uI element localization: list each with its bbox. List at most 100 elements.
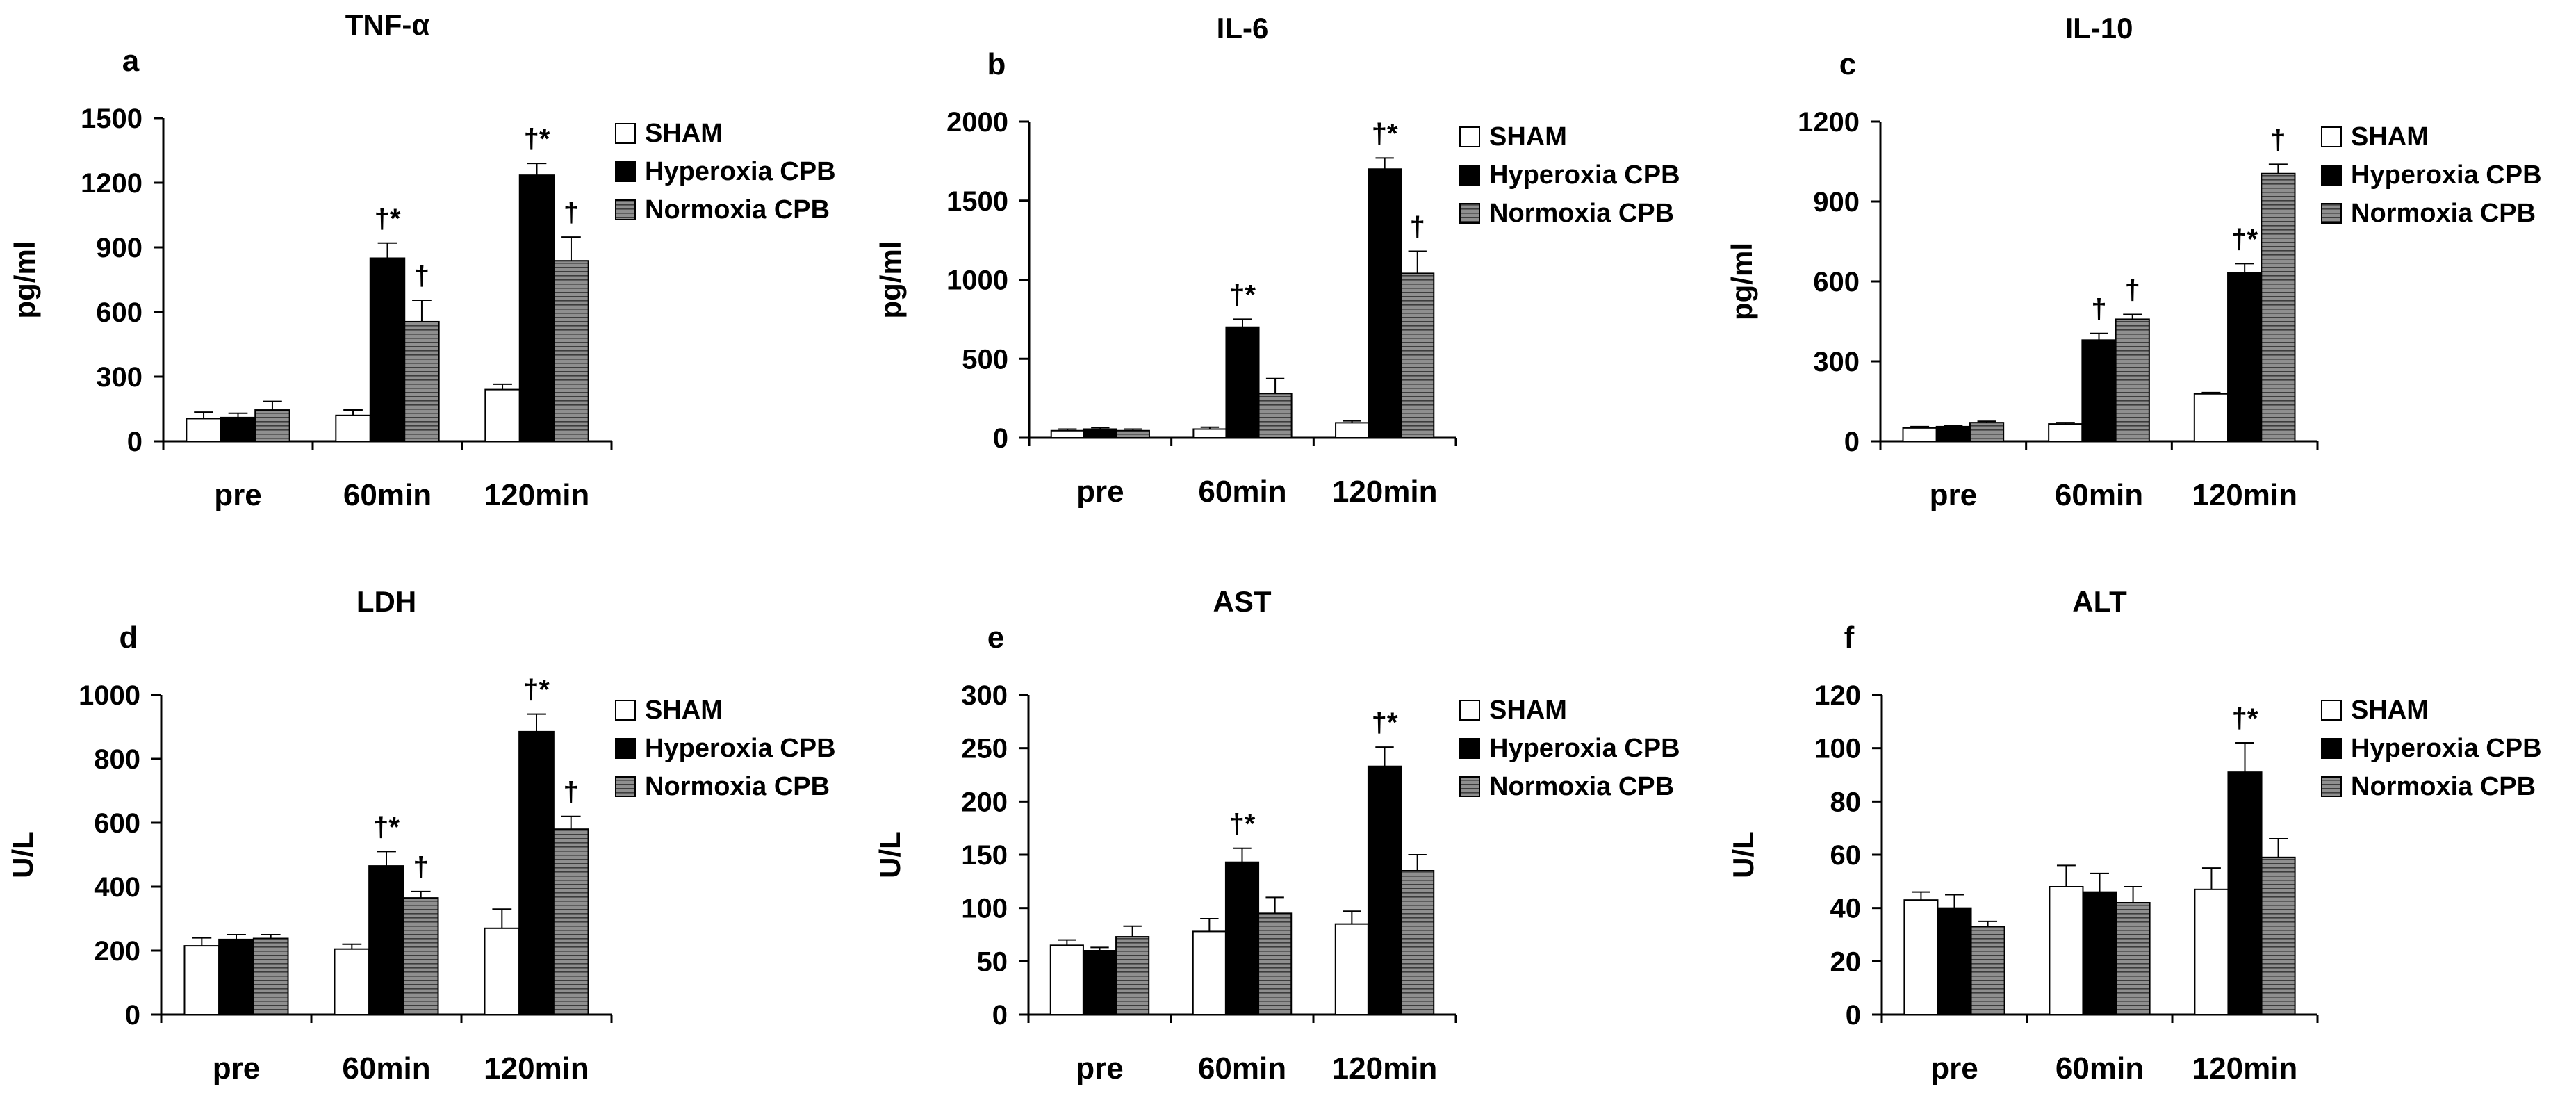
y-tick-label: 0 [127, 427, 142, 457]
bar-hyperoxia-60min [1224, 861, 1260, 1015]
legend-swatch-hyperoxia [1459, 165, 1480, 186]
bar-sham-pre [1902, 427, 1937, 442]
legend-swatch-hyperoxia [1459, 738, 1480, 759]
x-tick-label-pre: pre [214, 478, 261, 512]
x-tick-label-pre: pre [1930, 1051, 1978, 1085]
x-tick-label-pre: pre [1930, 478, 1977, 512]
bar-hyperoxia-60min [1225, 326, 1260, 438]
panel-title: AST [1213, 585, 1272, 618]
panel-title: IL-10 [2065, 12, 2133, 44]
bar-sham-pre [183, 945, 220, 1015]
x-tick-label-60min: 60min [2055, 478, 2143, 512]
bar-normoxia-pre [1970, 926, 2005, 1015]
panel-title: ALT [2072, 585, 2127, 618]
y-tick-label: 1200 [1798, 107, 1860, 138]
bar-hyperoxia-120min [1367, 765, 1402, 1015]
legend-label-hyperoxia: Hyperoxia CPB [1489, 161, 1680, 190]
y-tick-label: 60 [1830, 840, 1862, 871]
y-tick-label: 0 [992, 1000, 1008, 1031]
legend-label-hyperoxia: Hyperoxia CPB [1489, 734, 1680, 763]
significance-marker: † [564, 197, 579, 228]
y-tick-label: 0 [125, 1000, 140, 1031]
panel-letter: f [1844, 621, 1855, 655]
bar-sham-60min [1192, 428, 1227, 438]
bar-normoxia-120min [2261, 172, 2296, 442]
bar-sham-60min [2049, 886, 2084, 1015]
bar-normoxia-pre [252, 937, 289, 1016]
y-tick-label: 200 [961, 787, 1008, 817]
y-tick-label: 2000 [946, 107, 1008, 138]
legend-label-hyperoxia: Hyperoxia CPB [645, 157, 836, 186]
bar-hyperoxia-60min [368, 865, 404, 1015]
y-axis-label: U/L [1727, 831, 1759, 878]
significance-marker: †* [523, 675, 550, 705]
bar-normoxia-120min [552, 828, 589, 1015]
y-tick-label: 600 [96, 297, 142, 328]
bar-sham-pre [1903, 899, 1939, 1015]
bar-sham-120min [2194, 888, 2229, 1016]
bar-sham-120min [1335, 422, 1370, 439]
bar-normoxia-pre [1969, 422, 2005, 443]
significance-marker: † [2270, 124, 2286, 155]
legend-swatch-sham [615, 123, 636, 144]
y-tick-label: 40 [1830, 894, 1862, 924]
bar-hyperoxia-60min [2082, 891, 2117, 1015]
bar-normoxia-60min [2115, 902, 2151, 1015]
bar-sham-pre [1049, 944, 1084, 1016]
y-axis-label: pg/ml [874, 241, 907, 319]
y-tick-label: 150 [961, 840, 1008, 871]
y-tick-label: 0 [993, 423, 1008, 454]
legend-swatch-normoxia [2321, 776, 2342, 797]
significance-marker: †* [373, 812, 400, 842]
y-tick-label: 0 [1846, 1000, 1861, 1031]
bar-hyperoxia-60min [369, 257, 406, 442]
x-tick-label-pre: pre [1076, 475, 1124, 509]
y-tick-label: 0 [1844, 427, 1860, 457]
panel-d: LDH d U/L 0 200 400 600 800 1000 pre 60min 120min †*… [6, 585, 836, 1085]
y-tick-label: 100 [1814, 734, 1861, 764]
bar-normoxia-60min [402, 897, 439, 1015]
significance-marker: †* [1229, 809, 1256, 839]
legend-swatch-hyperoxia [615, 738, 636, 759]
significance-marker: † [413, 852, 429, 883]
x-tick-label-60min: 60min [1198, 1051, 1286, 1085]
bar-hyperoxia-120min [518, 174, 555, 442]
significance-marker: †* [2231, 224, 2258, 254]
legend-label-sham: SHAM [2351, 122, 2429, 151]
bar-normoxia-pre [1115, 936, 1150, 1015]
y-tick-label: 1500 [81, 104, 142, 134]
legend-label-normoxia: Normoxia CPB [1489, 199, 1674, 228]
x-tick-label-60min: 60min [1198, 475, 1286, 509]
bar-sham-60min [334, 948, 370, 1015]
bar-hyperoxia-120min [2227, 272, 2263, 442]
significance-marker: †* [375, 204, 401, 234]
bar-hyperoxia-60min [2081, 339, 2117, 443]
x-tick-label-60min: 60min [2056, 1051, 2144, 1085]
significance-marker: † [414, 261, 429, 291]
x-tick-label-120min: 120min [2192, 1051, 2298, 1085]
y-tick-label: 1500 [946, 186, 1008, 217]
y-tick-label: 50 [977, 946, 1008, 977]
legend-swatch-normoxia [615, 776, 636, 797]
significance-marker: †* [2232, 703, 2258, 734]
bar-hyperoxia-120min [1368, 168, 1402, 438]
y-tick-label: 1200 [81, 168, 142, 199]
y-tick-label: 600 [1813, 267, 1860, 297]
y-tick-label: 300 [96, 362, 142, 393]
legend-swatch-sham [615, 700, 636, 721]
panel-title: TNF-α [345, 8, 430, 41]
significance-marker: † [2125, 275, 2140, 306]
legend-label-normoxia: Normoxia CPB [645, 195, 830, 224]
panel-title: IL-6 [1217, 12, 1269, 44]
significance-marker: †* [524, 124, 550, 154]
bar-normoxia-120min [553, 260, 589, 442]
legend-swatch-normoxia [1459, 203, 1480, 224]
bar-hyperoxia-pre [1935, 425, 1971, 443]
legend-swatch-sham [1459, 700, 1480, 721]
legend-swatch-normoxia [2321, 203, 2342, 224]
bar-sham-pre [186, 418, 222, 443]
legend-label-normoxia: Normoxia CPB [645, 772, 830, 801]
panel-letter: d [120, 621, 138, 655]
legend-swatch-sham [2321, 126, 2342, 147]
legend-label-sham: SHAM [645, 696, 723, 725]
